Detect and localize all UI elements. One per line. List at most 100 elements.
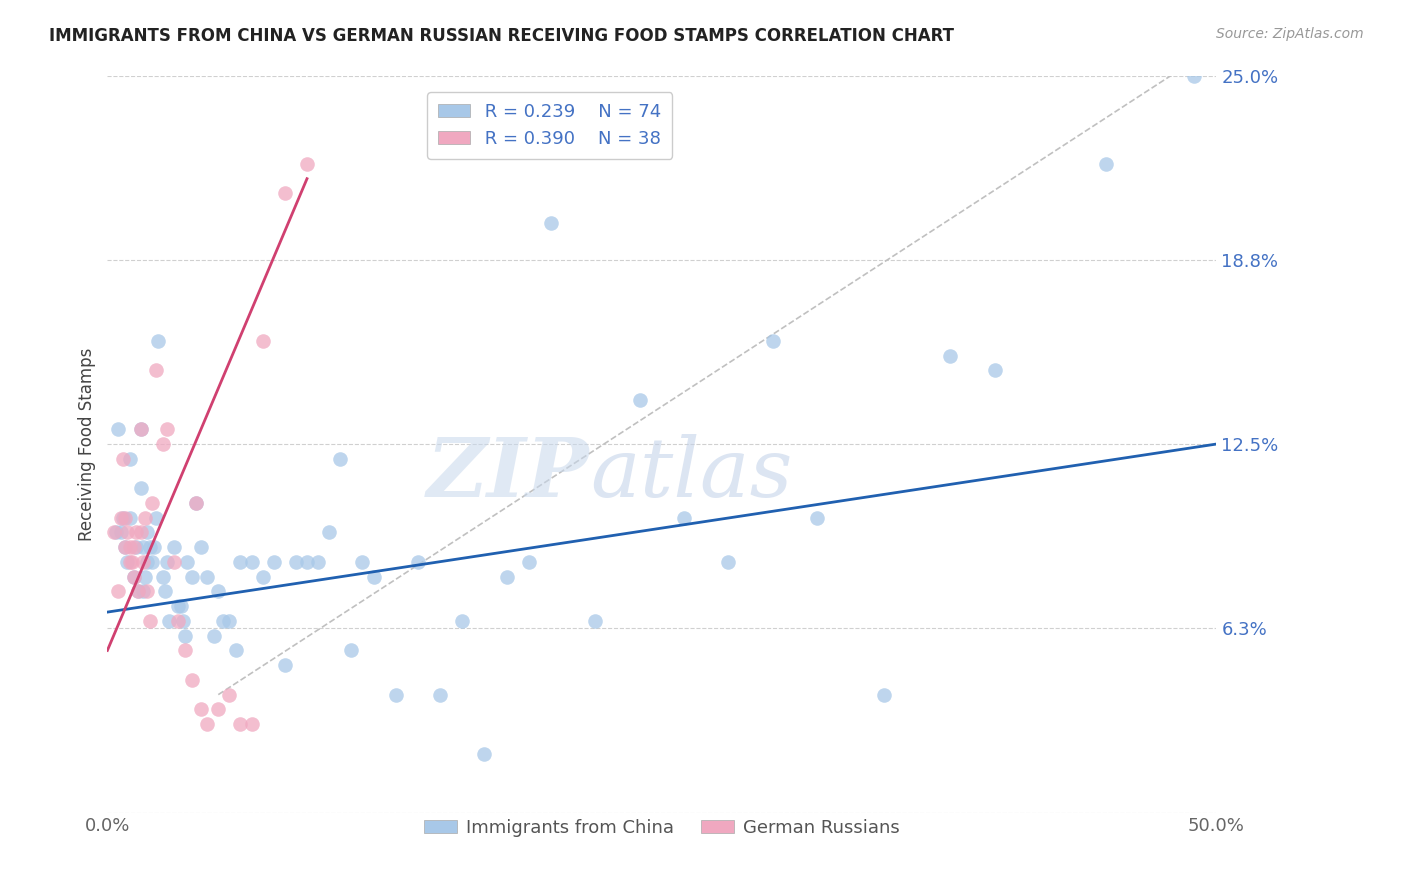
Point xyxy=(673,510,696,524)
Point xyxy=(118,555,141,569)
Point xyxy=(211,614,233,628)
Point xyxy=(229,717,252,731)
Point xyxy=(117,555,139,569)
Point xyxy=(174,643,197,657)
Point xyxy=(352,555,374,569)
Point xyxy=(114,540,136,554)
Point xyxy=(121,555,143,569)
Point xyxy=(207,702,229,716)
Point xyxy=(167,614,190,628)
Point xyxy=(125,525,148,540)
Point xyxy=(167,599,190,614)
Point xyxy=(127,584,149,599)
Point xyxy=(122,570,145,584)
Point xyxy=(225,643,247,657)
Point xyxy=(207,584,229,599)
Text: IMMIGRANTS FROM CHINA VS GERMAN RUSSIAN RECEIVING FOOD STAMPS CORRELATION CHART: IMMIGRANTS FROM CHINA VS GERMAN RUSSIAN … xyxy=(49,27,955,45)
Point xyxy=(156,555,179,569)
Point xyxy=(136,584,159,599)
Point xyxy=(329,451,352,466)
Point xyxy=(114,540,136,554)
Point xyxy=(117,525,139,540)
Point xyxy=(114,510,136,524)
Point xyxy=(274,186,297,201)
Point xyxy=(340,643,363,657)
Point xyxy=(129,422,152,436)
Point xyxy=(495,570,517,584)
Point xyxy=(129,525,152,540)
Point xyxy=(152,570,174,584)
Point xyxy=(184,496,207,510)
Point xyxy=(762,334,785,348)
Point xyxy=(180,673,202,687)
Point xyxy=(517,555,540,569)
Point xyxy=(118,510,141,524)
Text: ZIP: ZIP xyxy=(427,434,589,514)
Point xyxy=(110,525,132,540)
Point xyxy=(145,510,167,524)
Point xyxy=(184,496,207,510)
Point xyxy=(384,688,406,702)
Point xyxy=(176,555,198,569)
Point xyxy=(274,658,297,673)
Point xyxy=(806,510,828,524)
Point xyxy=(429,688,451,702)
Point xyxy=(195,570,218,584)
Point xyxy=(141,496,163,510)
Point xyxy=(111,510,134,524)
Text: atlas: atlas xyxy=(589,434,792,514)
Point xyxy=(229,555,252,569)
Point xyxy=(628,392,651,407)
Point xyxy=(105,525,128,540)
Point xyxy=(132,555,155,569)
Point xyxy=(252,570,274,584)
Point xyxy=(1094,157,1116,171)
Point xyxy=(169,599,191,614)
Point xyxy=(134,510,156,524)
Point xyxy=(129,422,152,436)
Point xyxy=(240,717,263,731)
Point xyxy=(153,584,176,599)
Point xyxy=(163,540,186,554)
Point xyxy=(141,555,163,569)
Point xyxy=(163,555,186,569)
Point xyxy=(318,525,340,540)
Point xyxy=(307,555,329,569)
Point xyxy=(873,688,896,702)
Point xyxy=(129,481,152,495)
Point xyxy=(138,614,160,628)
Point xyxy=(132,584,155,599)
Point xyxy=(190,702,212,716)
Point xyxy=(111,451,134,466)
Text: Source: ZipAtlas.com: Source: ZipAtlas.com xyxy=(1216,27,1364,41)
Point xyxy=(295,157,318,171)
Point xyxy=(252,334,274,348)
Point xyxy=(122,570,145,584)
Y-axis label: Receiving Food Stamps: Receiving Food Stamps xyxy=(79,347,96,541)
Point xyxy=(159,614,181,628)
Point xyxy=(103,525,125,540)
Point xyxy=(240,555,263,569)
Point xyxy=(145,363,167,377)
Point xyxy=(107,584,129,599)
Point xyxy=(172,614,194,628)
Point xyxy=(363,570,385,584)
Point xyxy=(540,216,562,230)
Point xyxy=(406,555,429,569)
Point xyxy=(1182,69,1205,83)
Point xyxy=(107,422,129,436)
Point xyxy=(218,614,240,628)
Point xyxy=(983,363,1005,377)
Point xyxy=(583,614,606,628)
Point xyxy=(174,629,197,643)
Point xyxy=(118,451,141,466)
Point xyxy=(136,525,159,540)
Point xyxy=(125,540,148,554)
Point xyxy=(110,510,132,524)
Point xyxy=(136,555,159,569)
Point xyxy=(134,570,156,584)
Point xyxy=(143,540,166,554)
Point xyxy=(218,688,240,702)
Legend: Immigrants from China, German Russians: Immigrants from China, German Russians xyxy=(418,812,907,844)
Point xyxy=(190,540,212,554)
